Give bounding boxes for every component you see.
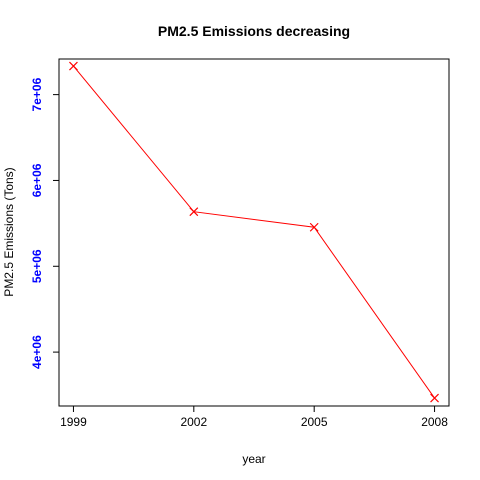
x-axis: 1999 2002 2005 2008 [60, 406, 448, 429]
x-tick-label: 1999 [60, 415, 87, 429]
y-tick-label: 6e+06 [30, 163, 44, 197]
data-point [430, 393, 439, 403]
y-axis-label: PM2.5 Emissions (Tons) [2, 167, 16, 296]
data-point [69, 61, 78, 71]
series-line [73, 65, 435, 399]
y-tick-label: 4e+06 [30, 335, 44, 369]
plot-frame [58, 58, 450, 407]
data-point [309, 222, 319, 232]
x-tick-label: 2002 [180, 415, 207, 429]
y-tick-label: 5e+06 [30, 249, 44, 283]
y-tick-label: 7e+06 [30, 77, 44, 111]
chart-title: PM2.5 Emissions decreasing [158, 23, 350, 39]
x-tick-label: 2008 [421, 415, 448, 429]
series-group [69, 61, 439, 403]
data-point [189, 207, 199, 217]
y-axis: 4e+06 5e+06 6e+06 7e+06 [30, 77, 59, 369]
x-axis-label: year [242, 452, 265, 466]
x-tick-label: 2005 [301, 415, 328, 429]
